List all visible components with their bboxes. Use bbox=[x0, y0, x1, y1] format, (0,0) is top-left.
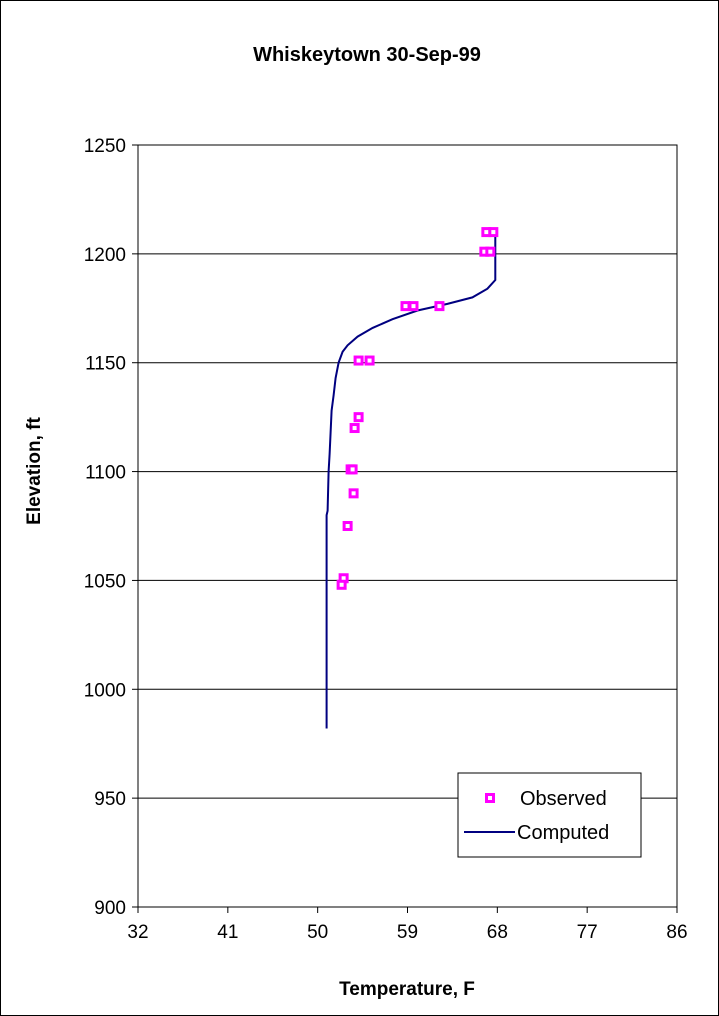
observed-marker-highlight bbox=[437, 304, 442, 309]
observed-marker-highlight bbox=[339, 582, 344, 587]
observed-point bbox=[434, 301, 445, 312]
y-tick-label: 1000 bbox=[84, 680, 126, 701]
chart-title: Whiskeytown 30-Sep-99 bbox=[253, 44, 481, 66]
observed-marker-highlight bbox=[350, 467, 355, 472]
observed-point bbox=[348, 488, 359, 499]
observed-point bbox=[479, 246, 490, 257]
observed-marker-highlight bbox=[356, 415, 361, 420]
observed-point bbox=[485, 246, 496, 257]
x-axis-label: Temperature, F bbox=[339, 979, 475, 1000]
axes: 900 950 1000 1050 1100 1150 1200 1250 32 41 50 59 68… bbox=[84, 136, 688, 943]
legend-observed-marker bbox=[485, 793, 495, 803]
x-tick-label: 68 bbox=[487, 922, 508, 943]
observed-point bbox=[349, 423, 360, 434]
observed-point bbox=[353, 355, 364, 366]
x-tick-label: 50 bbox=[307, 922, 328, 943]
observed-point bbox=[488, 227, 499, 238]
observed-marker-highlight bbox=[345, 524, 350, 528]
legend-computed-label: Computed bbox=[517, 822, 609, 844]
observed-point bbox=[336, 579, 347, 590]
observed-marker-highlight bbox=[403, 304, 408, 309]
observed-point bbox=[364, 355, 375, 366]
observed-point bbox=[481, 227, 492, 238]
observed-marker-highlight bbox=[341, 576, 346, 581]
observed-marker-highlight bbox=[367, 358, 372, 363]
y-tick-label: 900 bbox=[94, 898, 126, 919]
observed-marker-highlight bbox=[411, 304, 416, 309]
observed-point bbox=[338, 573, 349, 584]
y-tick-label: 1100 bbox=[85, 463, 126, 484]
y-tick-label: 1150 bbox=[85, 354, 126, 375]
y-tick-label: 1200 bbox=[84, 245, 126, 266]
observed-point bbox=[400, 301, 411, 312]
observed-marker-highlight bbox=[351, 491, 356, 496]
plot-border bbox=[137, 144, 678, 908]
legend-observed-label: Observed bbox=[520, 788, 607, 810]
legend-box bbox=[457, 772, 642, 858]
observed-marker-highlight bbox=[488, 249, 493, 254]
observed-point bbox=[408, 301, 419, 312]
observed-marker-highlight bbox=[488, 796, 492, 800]
x-tick-label: 59 bbox=[397, 922, 418, 943]
observed-marker-highlight bbox=[356, 358, 361, 363]
observed-point bbox=[342, 521, 353, 531]
observed-marker-highlight bbox=[491, 230, 496, 235]
plot-series bbox=[325, 227, 499, 729]
observed-marker-highlight bbox=[352, 426, 357, 431]
legend: Observed Computed bbox=[457, 772, 642, 858]
observed-point bbox=[353, 412, 364, 423]
x-tick-label: 32 bbox=[127, 922, 148, 943]
y-tick-label: 950 bbox=[94, 789, 126, 810]
gridlines bbox=[138, 144, 677, 799]
y-tick-label: 1050 bbox=[84, 571, 126, 592]
computed-line bbox=[325, 232, 497, 729]
x-tick-label: 41 bbox=[217, 922, 238, 943]
y-axis-label: Elevation, ft bbox=[24, 416, 45, 524]
x-tick-label: 77 bbox=[577, 922, 598, 943]
y-tick-label: 1250 bbox=[84, 136, 126, 157]
observed-marker-highlight bbox=[484, 230, 489, 235]
observed-point bbox=[347, 464, 358, 475]
x-tick-label: 86 bbox=[666, 922, 687, 943]
observed-marker-highlight bbox=[482, 249, 487, 254]
